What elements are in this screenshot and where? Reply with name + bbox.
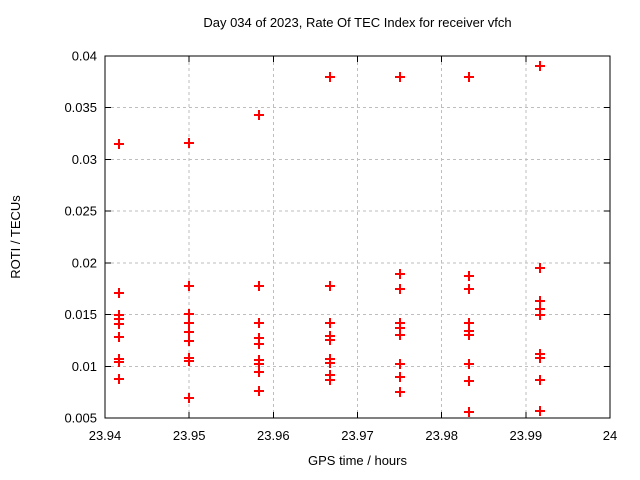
data-point-marker xyxy=(184,327,194,337)
data-point-marker xyxy=(325,281,335,291)
data-point-marker xyxy=(464,271,474,281)
data-point-marker xyxy=(395,387,405,397)
y-tick-label: 0.025 xyxy=(64,204,97,219)
data-point-marker xyxy=(535,310,545,320)
y-tick-label: 0.035 xyxy=(64,100,97,115)
plot-frame xyxy=(104,55,611,419)
x-tick-label: 24 xyxy=(603,428,617,443)
data-point-marker xyxy=(184,356,194,366)
y-tick-label: 0.02 xyxy=(72,255,97,270)
data-point-marker xyxy=(184,309,194,319)
data-point-marker xyxy=(535,263,545,273)
data-point-marker xyxy=(464,407,474,417)
y-tick-label: 0.015 xyxy=(64,307,97,322)
y-tick-label: 0.03 xyxy=(72,152,97,167)
x-tick-label: 23.94 xyxy=(89,428,122,443)
data-point-marker xyxy=(114,319,124,329)
data-point-marker xyxy=(114,374,124,384)
data-point-marker xyxy=(464,330,474,340)
data-point-marker xyxy=(535,353,545,363)
data-point-marker xyxy=(395,269,405,279)
data-point-marker xyxy=(114,357,124,367)
data-point-marker xyxy=(325,72,335,82)
data-point-marker xyxy=(464,359,474,369)
x-tick-label: 23.96 xyxy=(257,428,290,443)
data-point-marker xyxy=(325,318,335,328)
data-point-marker xyxy=(395,372,405,382)
y-tick-label: 0.005 xyxy=(64,411,97,426)
data-point-marker xyxy=(395,330,405,340)
data-point-marker xyxy=(254,367,264,377)
data-point-marker xyxy=(395,72,405,82)
data-point-marker xyxy=(395,359,405,369)
data-point-marker xyxy=(254,339,264,349)
x-axis-label: GPS time / hours xyxy=(308,453,407,468)
data-point-marker xyxy=(464,376,474,386)
data-point-marker xyxy=(254,110,264,120)
x-tick-label: 23.98 xyxy=(425,428,458,443)
data-point-marker xyxy=(535,375,545,385)
x-tick-label: 23.95 xyxy=(173,428,206,443)
x-tick-label: 23.97 xyxy=(341,428,374,443)
data-point-marker xyxy=(325,358,335,368)
data-point-marker xyxy=(535,406,545,416)
chart-title: Day 034 of 2023, Rate Of TEC Index for r… xyxy=(203,15,512,30)
data-point-marker xyxy=(325,335,335,345)
data-point-marker xyxy=(325,375,335,385)
data-point-marker xyxy=(114,288,124,298)
data-point-marker xyxy=(535,61,545,71)
data-point-marker xyxy=(254,281,264,291)
data-point-marker xyxy=(395,284,405,294)
data-point-marker xyxy=(464,284,474,294)
x-tick-label: 23.99 xyxy=(510,428,543,443)
data-point-marker xyxy=(254,386,264,396)
data-point-marker xyxy=(184,281,194,291)
data-point-marker xyxy=(114,332,124,342)
y-tick-label: 0.01 xyxy=(72,359,97,374)
data-point-marker xyxy=(114,139,124,149)
data-point-marker xyxy=(464,72,474,82)
data-point-marker xyxy=(254,318,264,328)
data-point-marker xyxy=(184,393,194,403)
data-point-marker xyxy=(184,318,194,328)
data-point-marker xyxy=(184,336,194,346)
y-tick-label: 0.04 xyxy=(72,49,97,64)
data-point-marker xyxy=(184,138,194,148)
